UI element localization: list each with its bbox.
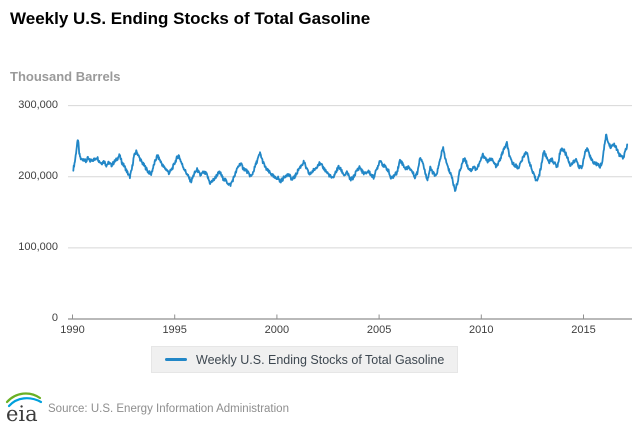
y-axis-tick-label: 100,000 (18, 240, 58, 253)
eia-logo: eia (5, 392, 43, 424)
x-axis-tick-label: 2005 (366, 324, 392, 336)
y-axis-tick-label: 200,000 (18, 169, 58, 182)
y-axis-tick-label: 0 (51, 312, 58, 324)
chart-title: Weekly U.S. Ending Stocks of Total Gasol… (10, 9, 371, 28)
eia-logo-text: eia (6, 402, 38, 424)
x-axis-tick-label: 2010 (469, 324, 494, 336)
x-axis-tick-label: 2015 (571, 324, 596, 336)
legend-label: Weekly U.S. Ending Stocks of Total Gasol… (196, 352, 445, 367)
eia-logo-blue-arc-icon (7, 397, 43, 408)
data-line-gasoline-stocks (72, 133, 629, 192)
x-axis-tick-label: 1990 (60, 324, 85, 336)
source-attribution: Source: U.S. Energy Information Administ… (48, 403, 289, 415)
y-axis-units-label: Thousand Barrels (10, 69, 121, 84)
eia-logo-green-arc-icon (5, 392, 42, 404)
legend: Weekly U.S. Ending Stocks of Total Gasol… (151, 346, 459, 373)
x-axis-tick-label: 2000 (264, 324, 290, 336)
legend-item-gasoline[interactable]: Weekly U.S. Ending Stocks of Total Gasol… (165, 353, 444, 367)
x-axis-tick-label: 1995 (162, 324, 187, 336)
legend-line-swatch-icon (165, 358, 187, 361)
y-axis-tick-label: 300,000 (18, 98, 58, 111)
